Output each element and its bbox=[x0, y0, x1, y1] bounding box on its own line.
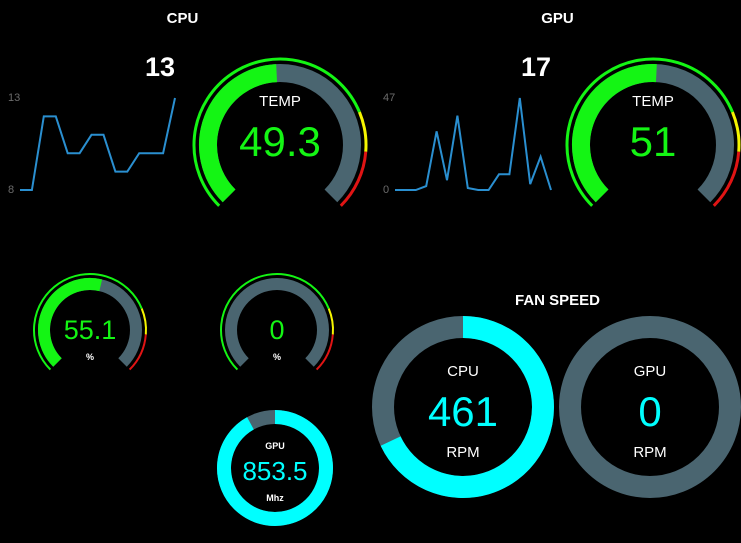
cpu-temp-gauge: TEMP 49.3 bbox=[192, 57, 368, 207]
cpu-load-gauge: 55.1 % bbox=[33, 273, 147, 371]
cpu-fan-label: CPU bbox=[447, 363, 479, 380]
cpu-temp-value: 49.3 bbox=[239, 118, 321, 165]
gpu-temp-zone-warn bbox=[731, 111, 741, 152]
gpu-fan-label: GPU bbox=[634, 363, 667, 380]
cpu-spark-max-label: 13 bbox=[8, 92, 21, 104]
cpu-load-value: 55.1 bbox=[64, 315, 117, 345]
cpu-second-gauge-unit: % bbox=[273, 352, 281, 362]
gpu-fan-track bbox=[559, 316, 741, 498]
gpu-clock-unit: Mhz bbox=[266, 493, 284, 503]
gpu-clock-value-arc bbox=[217, 410, 333, 526]
gpu-temp-zone-critical bbox=[712, 151, 741, 207]
cpu-second-gauge-value: 0 bbox=[269, 315, 284, 345]
gpu-fan-value: 0 bbox=[638, 388, 661, 435]
cpu-spark-min-label: 8 bbox=[8, 184, 15, 196]
cpu-fan-value-arc bbox=[380, 316, 554, 498]
gpu-fan-unit: RPM bbox=[633, 444, 666, 461]
cpu-usage-value: 13 bbox=[144, 52, 176, 82]
gpu-section-title: GPU bbox=[541, 10, 574, 27]
cpu-load-unit: % bbox=[86, 352, 94, 362]
cpu-section-title: CPU bbox=[166, 10, 199, 27]
cpu-sparkline-series bbox=[20, 97, 176, 191]
gpu-temp-value: 51 bbox=[630, 118, 677, 165]
cpu-second-gauge-track bbox=[225, 278, 329, 367]
cpu-second-gauge-zone-critical bbox=[315, 334, 334, 371]
cpu-fan-value: 461 bbox=[428, 388, 498, 435]
gpu-spark-min-label: 0 bbox=[383, 184, 390, 196]
gpu-temp-zone-normal bbox=[565, 57, 734, 207]
cpu-load-value-arc bbox=[38, 278, 103, 367]
gpu-clock-value: 853.5 bbox=[242, 456, 307, 486]
gpu-temp-gauge: TEMP 51 bbox=[565, 57, 741, 207]
cpu-second-gauge-zone-normal bbox=[220, 273, 330, 371]
cpu-temp-zone-warn bbox=[358, 111, 368, 152]
gpu-sparkline-series bbox=[395, 97, 552, 191]
cpu-second-gauge: 0 % bbox=[220, 273, 334, 371]
cpu-temp-value-arc bbox=[199, 64, 278, 203]
cpu-temp-zone-critical bbox=[339, 151, 368, 207]
cpu-temp-label: TEMP bbox=[259, 93, 301, 110]
cpu-second-gauge-zone-warn bbox=[327, 308, 334, 335]
gpu-clock-gauge: GPU 853.5 Mhz bbox=[217, 410, 333, 526]
gpu-clock-label: GPU bbox=[265, 441, 285, 451]
gpu-usage-value: 17 bbox=[520, 52, 552, 82]
cpu-fan-gauge: CPU 461 RPM bbox=[372, 316, 554, 498]
fan-speed-title: FAN SPEED bbox=[514, 292, 601, 309]
cpu-load-zone-critical bbox=[128, 334, 147, 371]
cpu-temp-zone-normal bbox=[192, 57, 361, 207]
gpu-temp-value-arc bbox=[572, 64, 657, 203]
gpu-fan-gauge: GPU 0 RPM bbox=[559, 316, 741, 498]
cpu-load-zone-normal bbox=[33, 273, 143, 371]
gpu-spark-max-label: 47 bbox=[383, 92, 396, 104]
gpu-temp-label: TEMP bbox=[632, 93, 674, 110]
cpu-load-zone-warn bbox=[140, 308, 147, 335]
cpu-fan-unit: RPM bbox=[446, 444, 479, 461]
